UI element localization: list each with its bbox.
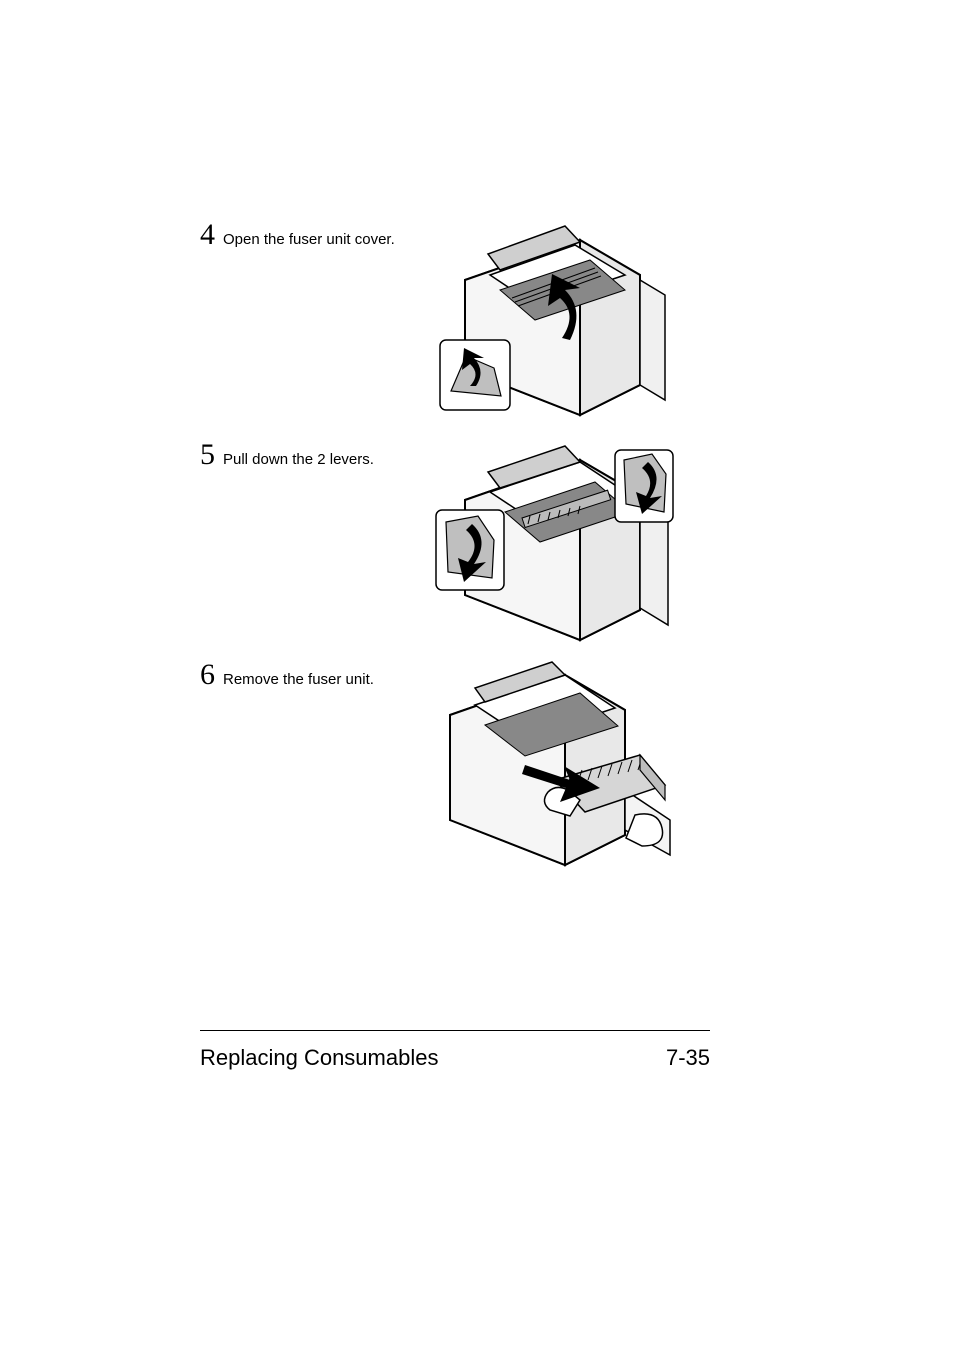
printer-open-cover-icon [430, 220, 675, 430]
step-5: 5 Pull down the 2 levers. [200, 440, 760, 650]
page-footer: Replacing Consumables 7-35 [200, 1045, 710, 1071]
step-6: 6 Remove the fuser unit. [200, 660, 760, 890]
step-5-text: Pull down the 2 levers. [223, 444, 374, 470]
step-6-textcol: 6 Remove the fuser unit. [200, 660, 430, 690]
step-5-number: 5 [200, 440, 215, 470]
step-5-figure [430, 440, 675, 650]
step-4-text: Open the fuser unit cover. [223, 224, 395, 250]
step-6-number: 6 [200, 660, 215, 690]
footer-rule [200, 1030, 710, 1031]
printer-remove-fuser-icon [430, 660, 675, 890]
printer-pull-levers-icon [430, 440, 675, 650]
document-page: 4 Open the fuser unit cover. [0, 0, 954, 1350]
page-number: 7-35 [666, 1045, 710, 1071]
step-6-figure [430, 660, 675, 890]
section-title: Replacing Consumables [200, 1045, 438, 1071]
step-4-number: 4 [200, 220, 215, 250]
step-4-figure [430, 220, 675, 430]
steps-column: 4 Open the fuser unit cover. [200, 220, 760, 900]
step-6-text: Remove the fuser unit. [223, 664, 374, 690]
step-4-textcol: 4 Open the fuser unit cover. [200, 220, 430, 250]
step-5-textcol: 5 Pull down the 2 levers. [200, 440, 430, 470]
step-4: 4 Open the fuser unit cover. [200, 220, 760, 430]
